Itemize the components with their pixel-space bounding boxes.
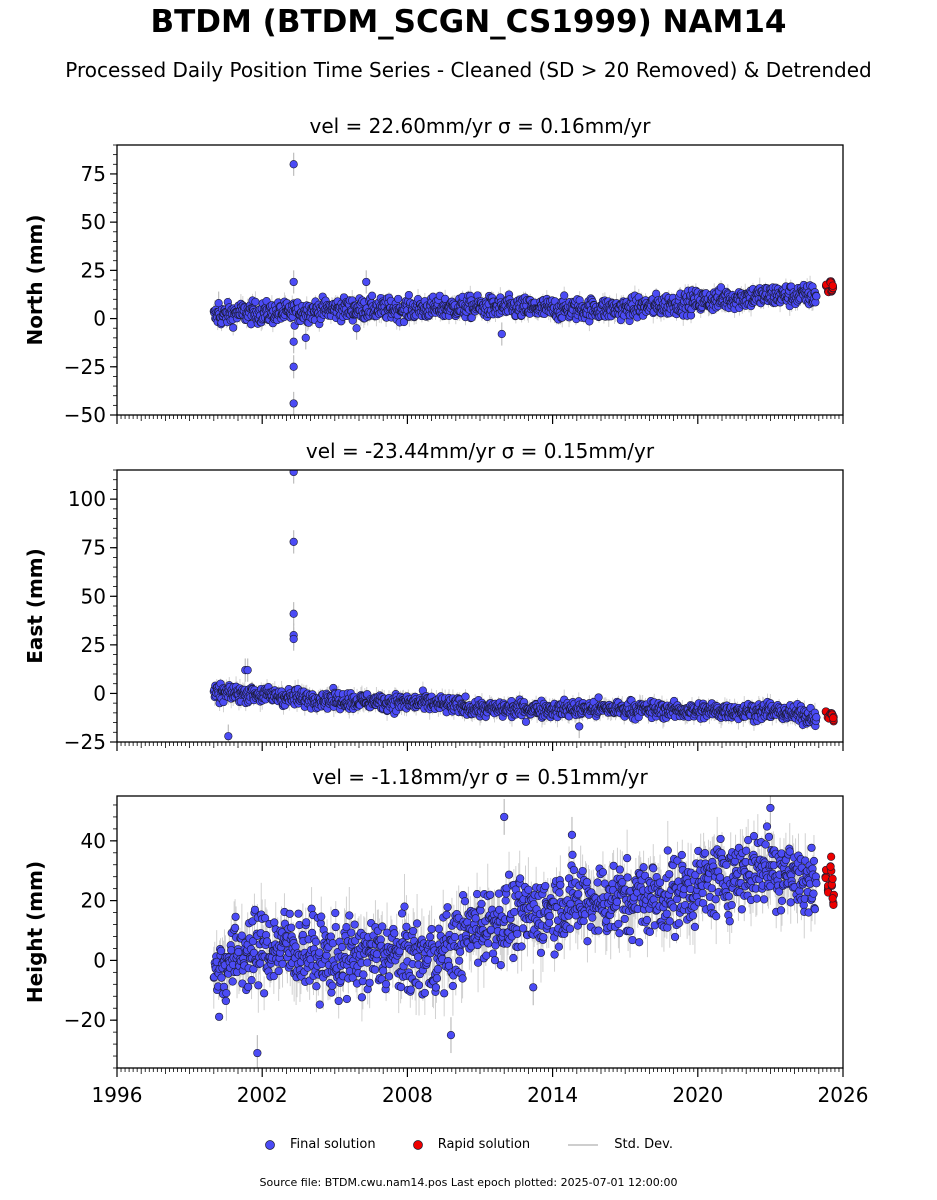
final-point: [221, 996, 230, 1006]
final-point: [215, 1012, 224, 1021]
y-tick-label: 75: [81, 162, 106, 186]
final-point: [812, 713, 821, 722]
final-point: [254, 981, 263, 990]
final-point: [248, 937, 258, 946]
final-outlier-point: [224, 732, 233, 741]
final-point: [228, 977, 237, 986]
axes-frame: [116, 144, 844, 416]
y-axis-label: North (mm): [23, 214, 47, 345]
final-outlier-point: [352, 324, 361, 333]
final-point: [229, 323, 238, 332]
y-tick-label: 25: [81, 258, 106, 282]
y-tick-label: 0: [93, 681, 106, 705]
final-outlier-point: [289, 277, 298, 287]
rapid-point: [828, 281, 837, 290]
final-outlier-point: [243, 666, 252, 675]
final-point: [716, 283, 726, 292]
final-point: [222, 989, 231, 998]
final-point: [231, 912, 240, 921]
y-tick-label: 50: [81, 210, 106, 234]
y-tick-label: 75: [81, 536, 106, 560]
y-tick-label: −25: [64, 355, 106, 379]
final-point: [227, 946, 236, 955]
plot-area: [209, 152, 838, 415]
final-outlier-point: [289, 470, 298, 477]
final-point: [812, 292, 821, 301]
final-outlier-point: [289, 160, 298, 169]
final-outlier-point: [289, 537, 298, 546]
final-point: [394, 294, 403, 304]
final-point: [247, 975, 256, 985]
final-point: [521, 717, 531, 726]
chart-title: BTDM (BTDM_SCGN_CS1999) NAM14: [150, 4, 787, 40]
plot-area: [209, 470, 838, 742]
y-tick-label: 0: [93, 307, 106, 331]
final-point: [594, 693, 603, 702]
final-outlier-point: [362, 277, 371, 287]
final-point: [237, 931, 246, 940]
final-point: [560, 291, 569, 300]
final-outlier-point: [301, 333, 310, 342]
final-point: [250, 905, 260, 914]
final-outlier-point: [575, 722, 584, 731]
final-outlier-point: [289, 362, 298, 371]
final-point: [216, 946, 226, 955]
final-point: [367, 291, 377, 300]
panel-title: vel = 22.60mm/yr σ = 0.16mm/yr: [310, 114, 652, 138]
final-outlier-point: [214, 299, 223, 308]
y-tick-label: −50: [64, 403, 106, 427]
final-point: [217, 973, 226, 982]
final-point: [244, 982, 253, 992]
plot-area: [209, 796, 838, 1068]
final-outlier-point: [289, 337, 298, 346]
final-point: [399, 317, 409, 327]
y-tick-label: 25: [81, 633, 106, 657]
chart-subtitle: Processed Daily Position Time Series - C…: [65, 58, 872, 82]
rapid-point: [829, 713, 838, 723]
y-tick-label: −25: [64, 730, 106, 754]
y-tick-label: 50: [81, 584, 106, 608]
final-point: [461, 692, 470, 701]
final-point: [251, 297, 260, 306]
final-outlier-point: [497, 329, 506, 339]
final-point: [230, 923, 240, 932]
panel-title: vel = -23.44mm/yr σ = 0.15mm/yr: [306, 439, 655, 463]
final-outlier-point: [289, 634, 298, 644]
y-tick-label: 100: [68, 487, 106, 511]
y-axis-label: East (mm): [23, 548, 47, 664]
final-point: [404, 290, 413, 300]
final-outlier-point: [289, 399, 298, 408]
final-outlier-point: [289, 609, 298, 618]
time-series-charts: −50 −25 0 25 50 75 vel = 22.60mm/yr σ = 0.16mm…: [23, 114, 868, 1107]
